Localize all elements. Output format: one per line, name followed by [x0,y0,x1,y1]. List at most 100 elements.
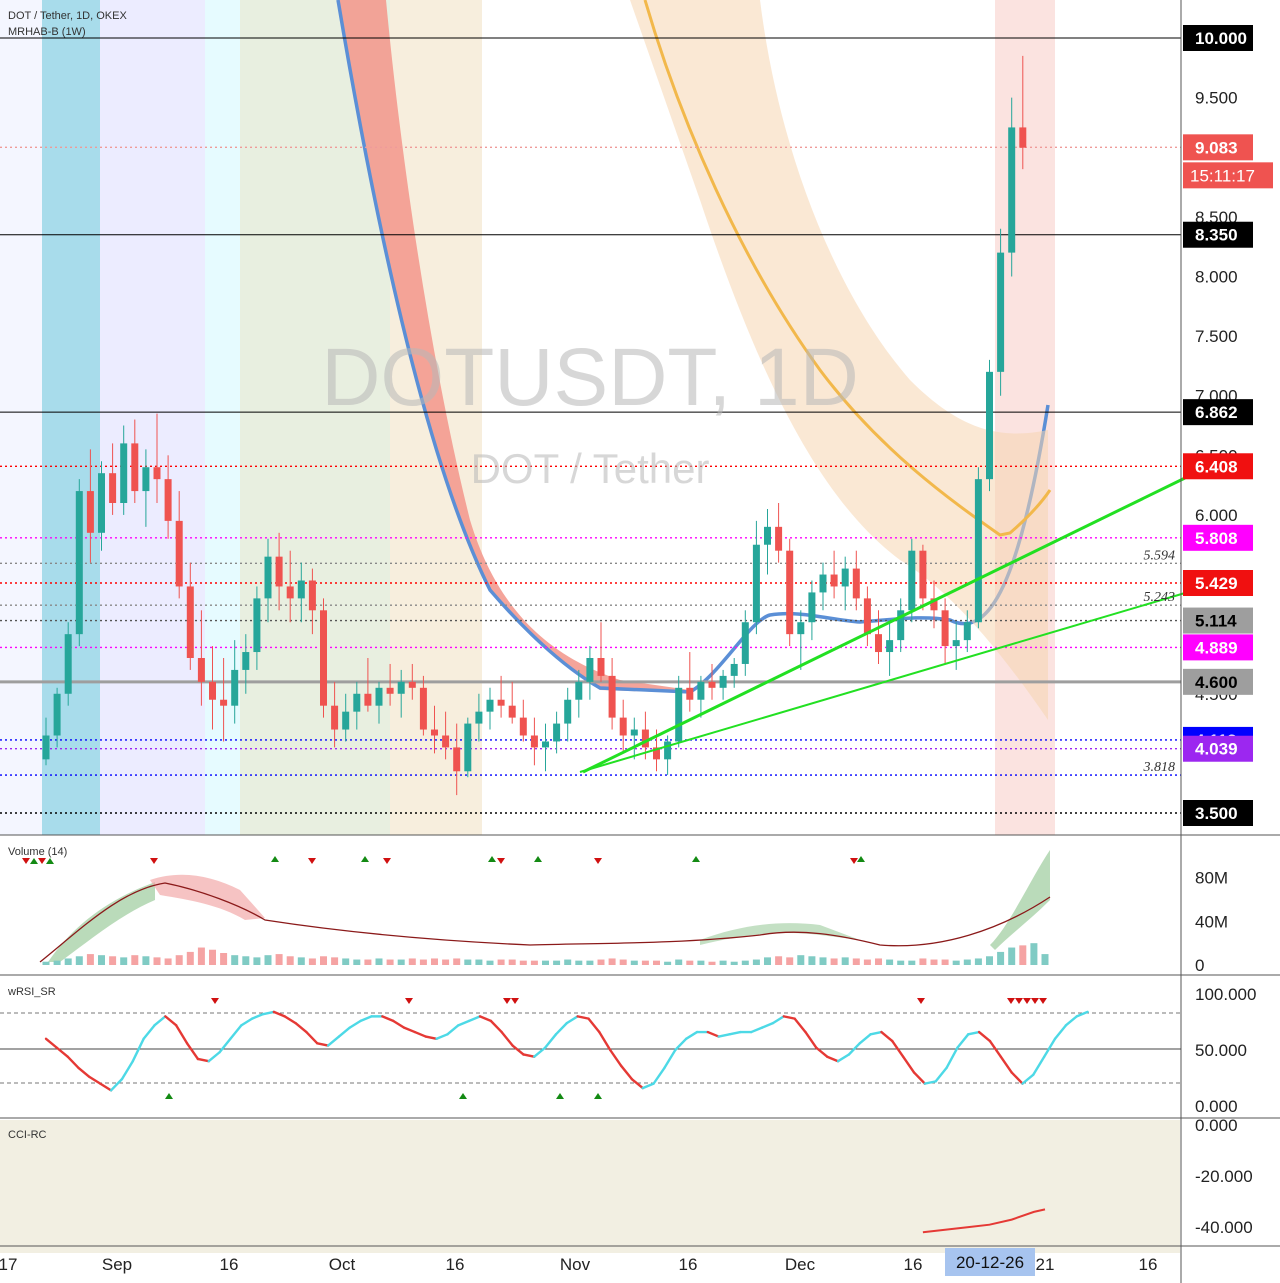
wrsi-segment [815,1046,829,1058]
wrsi-segment [467,1015,482,1023]
volume-bar [675,959,683,965]
level-inline-label: 3.818 [1143,760,1176,775]
time-tick-label: 16 [904,1255,923,1274]
volume-bar [986,956,993,965]
candle-body [586,658,594,682]
cci-path [922,1208,1046,1234]
candle-body [131,443,139,492]
wrsi-segment [641,1082,655,1090]
wrsi-segment [619,1064,634,1081]
volume-bar [1008,947,1016,965]
wrsi-segment [326,1035,341,1047]
volume-bar [997,951,1005,965]
wrsi-pane: wRSI_SR [0,986,1181,1099]
volume-bar [264,955,272,965]
volume-bar [919,958,927,965]
wrsi-segment [652,1066,666,1085]
wrsi-segment [533,1046,547,1058]
candle-body [109,473,117,503]
level-label-bg [1183,399,1253,426]
wrsi-segment [771,1015,785,1025]
volume-bar [64,958,72,965]
candle-body [997,252,1005,372]
wrsi-segment [337,1026,351,1038]
wrsi-segment [402,1026,417,1034]
price-axis[interactable]: 9.5008.5008.0007.5007.0006.5006.0004.500… [1143,25,1274,1237]
candle-body [741,622,749,664]
background-zones [0,0,1180,1253]
volume-pane: Volume (14) [8,846,1051,965]
candle-body [242,652,250,670]
wrsi-segment [554,1021,568,1036]
wrsi-segment [44,1037,59,1049]
volume-bar [741,960,749,965]
time-tick-label: 17 [0,1255,17,1274]
wrsi-segment [413,1030,427,1038]
time-tick-label: 21 [1036,1255,1055,1274]
wrsi-segment [66,1055,80,1070]
candle-body [597,658,605,676]
candle-body [231,669,239,706]
volume-tick-label: 40M [1195,912,1228,931]
wrsi-segment [728,1030,742,1036]
candle-body [220,699,228,706]
volume-bar [331,957,339,965]
time-tick-label: 16 [220,1255,239,1274]
candle-body [486,699,494,712]
volume-ma-line [39,882,1051,963]
candle-body [875,634,882,653]
level-label: 4.039 [1195,740,1238,759]
wrsi-segment [717,1033,731,1038]
wrsi-segment [120,1060,135,1081]
candle-body [453,747,461,772]
wrsi-segment [250,1012,265,1020]
wrsi-segment [1053,1024,1068,1040]
volume-bar [641,960,649,965]
volume-bar [664,961,672,965]
level-label: 5.808 [1195,529,1238,548]
level-label-bg [1183,634,1253,661]
volume-bar [386,959,394,965]
volume-bar [464,959,472,965]
wrsi-segment [804,1030,818,1049]
candle-body [542,741,549,748]
wrsi-segment [543,1033,558,1049]
volume-bar [863,959,871,965]
trend-line-lower[interactable] [579,592,1186,773]
level-label-bg [1183,524,1253,551]
volume-bar [1041,954,1049,965]
chart-title: DOT / Tether, 1D, OKEX [8,10,127,22]
candle-body [519,717,527,736]
wrsi-segment [826,1055,840,1063]
time-axis[interactable]: 17 Sep 16 Oct 16 Nov 16 Dec 16 21 16 20-12-26 [0,1248,1157,1276]
volume-bar [1030,943,1038,965]
volume-bar [1019,945,1027,965]
volume-bar [419,959,427,965]
volume-bar [564,959,572,965]
wrsi-segment [760,1021,775,1029]
candle-body [841,568,849,587]
wrsi-segment [1010,1071,1024,1085]
volume-bar [131,955,139,965]
volume-bar [42,961,50,965]
candle-body [564,699,572,724]
candle-body [952,640,960,647]
candle-body [653,747,660,760]
wrsi-segment [880,1030,894,1043]
volume-ma-cloud-green [48,882,155,962]
wrsi-segment [598,1030,612,1052]
volume-signal-markers [22,856,865,864]
trend-line-upper[interactable] [582,476,1186,774]
wrsi-segment [207,1051,221,1063]
wrsi-segment [489,1019,503,1034]
volume-bar [686,960,694,965]
price-tick-label: 6.000 [1195,506,1238,525]
volume-bar [697,960,705,965]
wrsi-segment [630,1077,644,1090]
volume-bar [708,961,716,965]
volume-bar [630,960,638,965]
level-label: 4.600 [1195,673,1238,692]
time-tick-label: Nov [560,1255,591,1274]
volume-bar [297,957,305,965]
